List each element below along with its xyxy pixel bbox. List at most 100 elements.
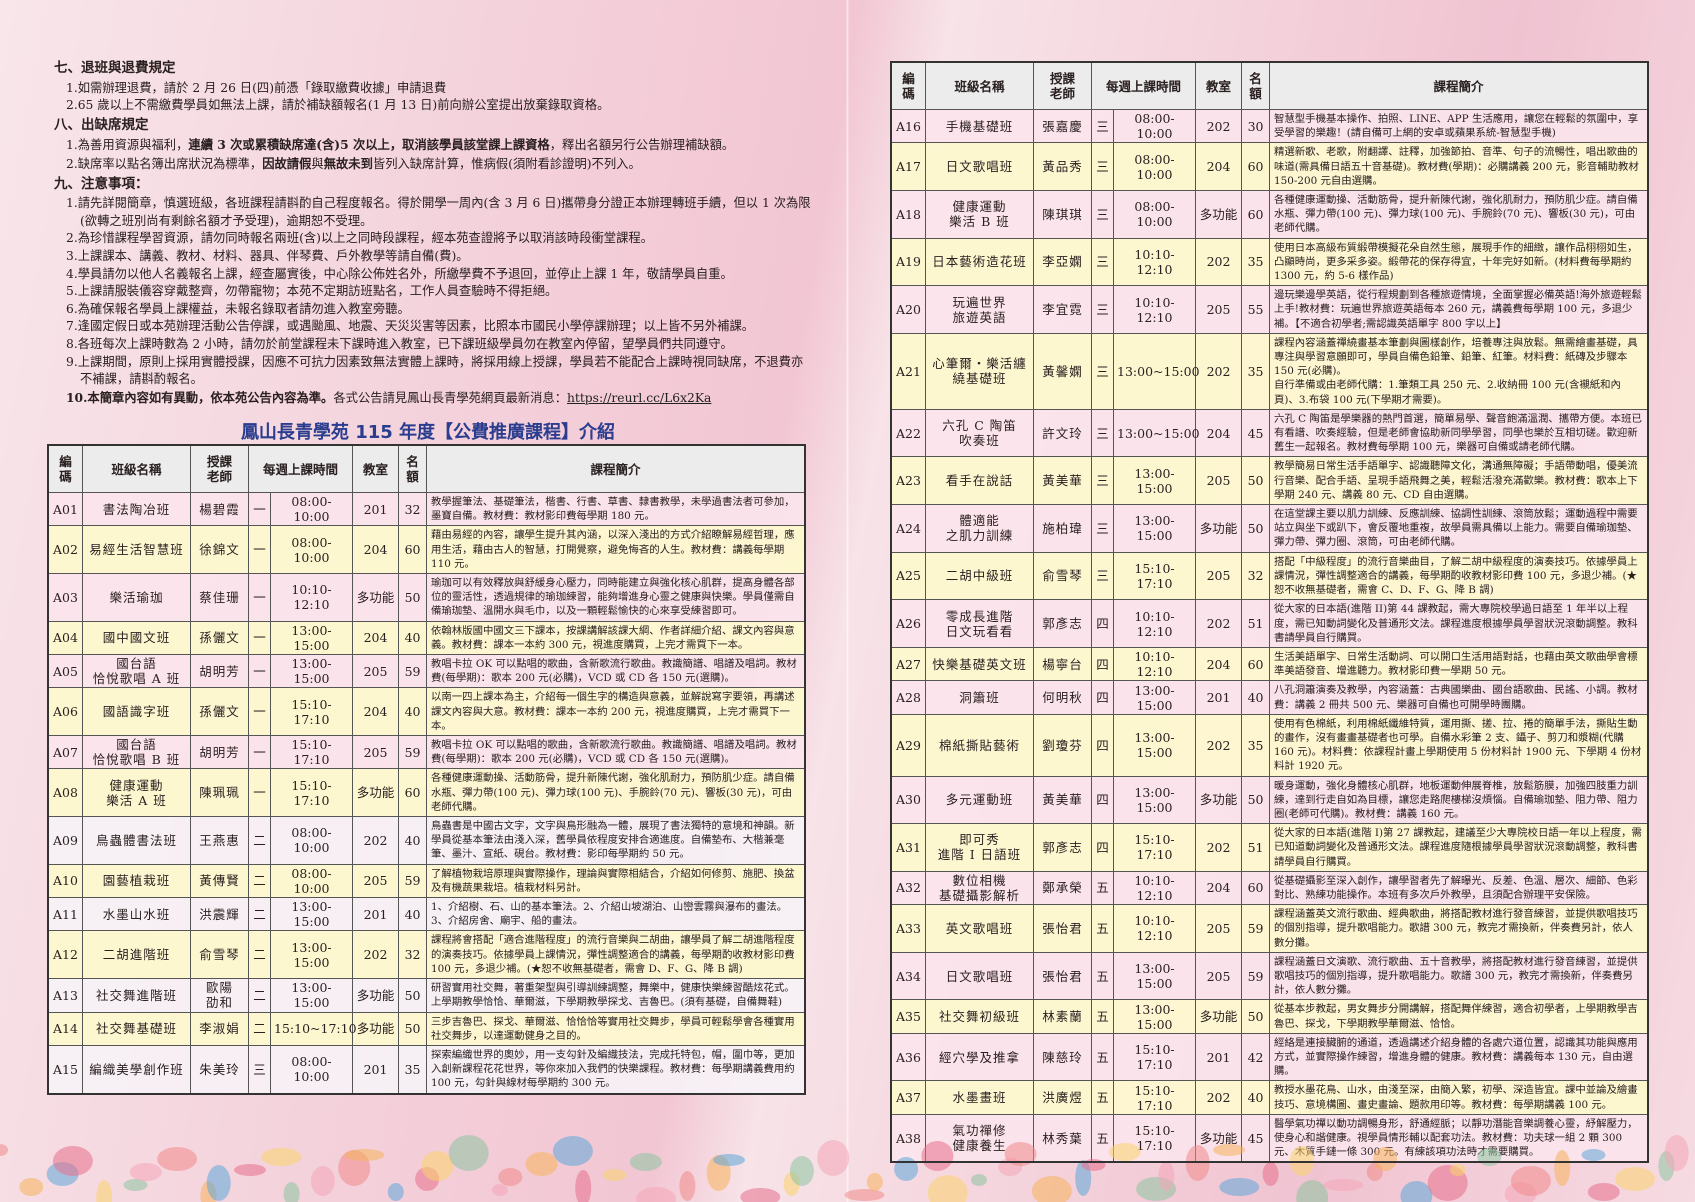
course-room: 201 — [352, 491, 400, 527]
course-time: 15:10-17:10 — [1112, 551, 1197, 601]
course-quota: 35 — [1241, 713, 1271, 777]
course-description: 教學握筆法、基礎筆法，楷書、行書、草書、隸書教學，未學過書法者可參加，墨寶自備。… — [426, 491, 805, 527]
course-time: 15:10-17:10 — [269, 768, 354, 818]
header-code: 編碼 — [891, 62, 926, 110]
course-row: A01 書法陶冶班 楊碧霞一 08:00-10:00 201 32 教學握筆法、基礎筆法，楷… — [48, 491, 805, 527]
course-teacher: 黃品秀 — [1033, 142, 1092, 192]
rule-item: 8.各班每次上課時數為 2 小時，請勿於前堂課程未下課時進入教室，已下課班級學員… — [66, 336, 733, 351]
course-quota: 59 — [1241, 951, 1271, 1001]
header-teacher: 授課老師 — [190, 445, 249, 493]
course-time: 08:00-10:00 — [269, 525, 354, 575]
course-row: A06 國語識字班 孫儷文一 15:10-17:10 204 40 以南一四上課本為主，介紹… — [48, 687, 805, 737]
course-time: 08:00-10:00 — [1112, 108, 1197, 144]
course-code: A08 — [48, 768, 83, 818]
course-row: A17 日文歌唱班 黃品秀三 08:00-10:00 204 60 精選新歌、老歌，附翻譯、… — [891, 142, 1648, 192]
rule-item: 6.為確保報名學員上課權益，未報名錄取者請勿進入教室旁聽。 — [66, 301, 410, 316]
course-row: A09 鳥蟲體書法班 王燕惠二 08:00-10:00 202 40 鳥蟲書是中國古文字，文… — [48, 816, 805, 865]
course-quota: 59 — [398, 654, 428, 689]
course-room: 204 — [352, 620, 400, 656]
flower-shape — [740, 1188, 781, 1202]
flower-shape — [206, 1165, 231, 1201]
course-quota: 35 — [398, 1044, 428, 1094]
course-room: 多功能 — [352, 768, 400, 818]
course-name: 快樂基礎英文班 — [925, 646, 1034, 682]
course-teacher: 鄭承榮 — [1033, 870, 1092, 906]
table-header-row: 編碼 班級名稱 授課老師 每週上課時間 教室 名額 課程簡介 — [891, 62, 1648, 110]
course-teacher: 李亞嫻 — [1033, 237, 1092, 287]
rule-item: 1.如需辦理退費，請於 2 月 26 日(四)前憑「錄取繳費收據」申請退費 — [66, 80, 447, 95]
flower-shape — [448, 1135, 489, 1171]
course-teacher: 黃美華 — [1033, 775, 1092, 825]
course-teacher: 孫儷文 — [190, 687, 249, 737]
course-quota: 50 — [398, 1011, 428, 1046]
course-row: A03 樂活瑜珈 蔡佳珊一 10:10-12:10 多功能 50 瑜珈可以有效釋放與舒緩身心… — [48, 573, 805, 622]
course-name: 水墨畫班 — [925, 1080, 1034, 1115]
course-room: 多功能 — [352, 978, 400, 1013]
course-code: A17 — [891, 142, 926, 192]
course-teacher: 黃美華 — [1033, 456, 1092, 506]
flower-shape — [1004, 1142, 1037, 1166]
header-code: 編碼 — [48, 445, 83, 493]
course-room: 202 — [1195, 108, 1243, 144]
course-day: 四 — [1091, 823, 1114, 872]
course-description: 醫學氣功禪以動功調暢身形，舒通經脈；以靜功潛能音樂調養心靈，紓解壓力，使身心和諧… — [1269, 1113, 1648, 1163]
page-title: 鳳山長青學苑 115 年度【公費推廣課程】介紹 — [240, 422, 616, 443]
course-code: A14 — [48, 1011, 83, 1046]
header-quota: 名額 — [398, 445, 428, 493]
course-row: A15 編織美學創作班 朱美玲三 08:00-10:00 201 35 探索編織世界的奧妙，… — [48, 1044, 805, 1094]
course-time: 15:10-17:10 — [1112, 1080, 1197, 1115]
course-teacher: 徐錦文 — [190, 525, 249, 575]
course-time: 13:00~15:00 — [1112, 332, 1200, 410]
course-description: 瑜珈可以有效釋放與舒緩身心壓力，同時能建立與強化核心肌群，提高身體各部位的靈活性… — [426, 573, 805, 622]
website-link[interactable]: https://reurl.cc/L6x2Ka — [567, 390, 712, 405]
flower-shape — [1262, 1162, 1279, 1186]
course-room: 202 — [1195, 599, 1243, 648]
flower-shape — [1296, 1180, 1329, 1202]
course-day: 一 — [248, 491, 271, 527]
header-time: 每週上課時間 — [1090, 62, 1197, 110]
course-row: A23 看手在說話 黃美華三 13:00-15:00 205 50 教學簡易日常生活手語單字… — [891, 456, 1648, 506]
course-row: A35 社交舞初級班 林素蘭五 13:00-15:00 多功能 50 從基本步教起，男女舞步… — [891, 999, 1648, 1034]
course-time: 13:00-15:00 — [269, 978, 354, 1013]
rule-item: 3.上課課本、講義、教材、材料、器具、伴琴費、戶外教學等請自備(費)。 — [66, 248, 469, 263]
course-name: 社交舞基礎班 — [82, 1011, 191, 1046]
course-day: 二 — [248, 978, 271, 1013]
flower-shape — [157, 1147, 198, 1171]
course-time: 10:10-12:10 — [1112, 237, 1197, 287]
course-row: A13 社交舞進階班 歐陽 劭和二 13:00-15:00 多功能 50 研習實用社交舞，著… — [48, 978, 805, 1013]
course-day: 三 — [1091, 551, 1114, 601]
course-teacher: 楊寧台 — [1033, 646, 1092, 682]
course-description: 從基礎攝影至深入創作，讓學習者先了解曝光、反差、色溫、層次、細節、色彩對比、熟練… — [1269, 870, 1648, 906]
course-table-right: 編碼 班級名稱 授課老師 每週上課時間 教室 名額 課程簡介 A16 手機基礎班 張嘉慶三 08:0… — [891, 62, 1648, 1163]
course-day: 三 — [1091, 504, 1114, 553]
course-room: 202 — [1195, 713, 1243, 777]
flower-shape — [1219, 1178, 1260, 1196]
rule-text: ，釋出名額另行公告辦理補缺額。 — [549, 138, 735, 153]
course-room: 201 — [1195, 680, 1243, 715]
course-code: A15 — [48, 1044, 83, 1094]
header-code-label: 編碼 — [902, 71, 915, 101]
course-name: 編織美學創作班 — [82, 1044, 191, 1094]
course-name: 易經生活智慧班 — [82, 525, 191, 575]
course-quota: 40 — [1241, 680, 1271, 715]
course-day: 一 — [248, 525, 271, 575]
header-quota-label: 名額 — [1249, 71, 1262, 101]
course-code: A07 — [48, 735, 83, 770]
course-description: 課程涵蓋日文演歌、流行歌曲、五十音教學，將搭配教材進行發音練習，並提供歌唱技巧的… — [1269, 951, 1648, 1001]
header-description-label: 課程簡介 — [1433, 78, 1484, 94]
course-room: 多功能 — [1195, 775, 1243, 825]
flower-shape — [492, 1184, 508, 1196]
course-row: A11 水墨山水班 洪震輝二 13:00-15:00 201 40 1、介紹樹、石、山的基本… — [48, 897, 805, 932]
header-room: 教室 — [352, 445, 400, 493]
flower-shape — [123, 1179, 148, 1191]
course-day: 一 — [248, 735, 271, 770]
course-day: 三 — [1091, 108, 1114, 144]
flower-shape — [1158, 1161, 1175, 1191]
flower-shape — [129, 1163, 162, 1181]
course-room: 202 — [1195, 332, 1243, 410]
course-day: 一 — [248, 573, 271, 622]
course-name: 社交舞進階班 — [82, 978, 191, 1013]
course-description: 搭配「中級程度」的流行音樂曲目，了解二胡中級程度的演奏技巧。依據學員上課情況，彈… — [1269, 551, 1648, 601]
rule-text: 皆列入缺席計算，惟病假(須附看診證明)不列入。 — [372, 156, 641, 171]
course-quota: 32 — [398, 930, 428, 980]
